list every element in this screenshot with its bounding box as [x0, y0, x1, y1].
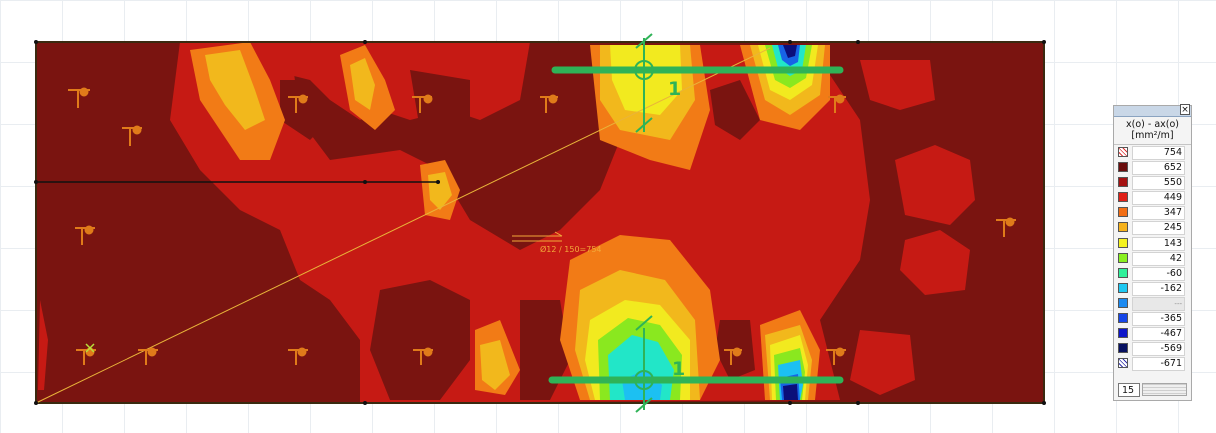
- column-icon: [68, 87, 90, 108]
- legend-value: -365: [1132, 312, 1185, 327]
- color-legend-panel[interactable]: × x(o) - ax(o) [mm²/m] 754 652 550 449 347 24…: [1113, 104, 1192, 401]
- legend-row: 143: [1114, 236, 1191, 251]
- legend-swatch: [1118, 147, 1128, 157]
- contour-zone-yellow-top: [610, 45, 682, 115]
- contour-zone-darkblue-bottom-right: [783, 384, 798, 400]
- contour-zone-gold-2: [350, 58, 375, 110]
- contour-hole-mid: [410, 70, 470, 160]
- rebar-annotation: Ø12 / 150=754: [540, 244, 602, 254]
- contour-hole-left: [280, 80, 330, 140]
- close-icon[interactable]: ×: [1180, 104, 1190, 115]
- column-icon: [828, 94, 846, 113]
- column-icon: [826, 347, 846, 365]
- legend-swatch: [1118, 328, 1128, 339]
- legend-swatch: [1118, 313, 1128, 324]
- column-icon: [413, 347, 433, 365]
- legend-titlebar[interactable]: ×: [1114, 104, 1191, 117]
- legend-swatch: [1118, 207, 1128, 218]
- section-label-bottom: 1: [672, 358, 685, 380]
- legend-swatch: [1118, 192, 1128, 203]
- legend-swatch: [1118, 267, 1128, 278]
- column-icon: [75, 225, 95, 245]
- legend-swatch: [1118, 177, 1128, 188]
- slab-nodes: [34, 40, 1046, 405]
- legend-row: -162: [1114, 281, 1191, 296]
- contour-hole-bottom-2: [520, 300, 570, 400]
- legend-value: ---: [1132, 296, 1185, 311]
- legend-value: 449: [1132, 191, 1185, 206]
- legend-value: 42: [1132, 251, 1185, 266]
- column-icon: [122, 125, 142, 146]
- legend-title-line1: x(o) - ax(o): [1126, 119, 1179, 130]
- legend-swatch: [1118, 343, 1128, 354]
- rebar-arrow-icon: [512, 231, 563, 242]
- contour-zone-red-6: [38, 300, 48, 390]
- section-label-top: 1: [668, 78, 681, 100]
- legend-row: 550: [1114, 175, 1191, 191]
- contour-zone-gold-7: [480, 340, 510, 390]
- contour-zone-gold-1: [205, 50, 265, 130]
- legend-row: -60: [1114, 266, 1191, 281]
- legend-steps-slider[interactable]: [1142, 383, 1187, 396]
- section-cut-bottom[interactable]: 1: [548, 315, 844, 413]
- legend-swatch: [1118, 297, 1128, 308]
- legend-row: ---: [1114, 296, 1191, 311]
- legend-value: 652: [1132, 161, 1185, 176]
- legend-value: 754: [1132, 146, 1185, 160]
- section-cut-top[interactable]: 1: [551, 33, 844, 133]
- column-icon: [412, 94, 433, 113]
- legend-row: -569: [1114, 341, 1191, 357]
- legend-title: x(o) - ax(o) [mm²/m]: [1114, 117, 1191, 145]
- legend-value: -467: [1132, 327, 1185, 342]
- legend-value: -569: [1132, 342, 1185, 357]
- legend-value: -162: [1132, 281, 1185, 296]
- column-icon: [288, 347, 308, 365]
- contour-zone-red-3: [860, 60, 935, 110]
- legend-row: 754: [1114, 145, 1191, 160]
- node-marker-icon[interactable]: [85, 343, 95, 353]
- slab-outline: [35, 41, 1045, 404]
- column-icon: [724, 347, 742, 365]
- column-icon: [138, 347, 158, 365]
- legend-row: -467: [1114, 326, 1191, 342]
- legend-swatch: [1118, 162, 1128, 173]
- legend-row: -365: [1114, 311, 1191, 327]
- legend-value: 143: [1132, 236, 1185, 251]
- legend-row: 245: [1114, 220, 1191, 236]
- section-diagonal: [35, 47, 771, 404]
- legend-row: -671: [1114, 356, 1191, 372]
- legend-swatch: [1118, 237, 1128, 248]
- legend-row: 42: [1114, 251, 1191, 266]
- legend-value: 550: [1132, 176, 1185, 191]
- column-icon: [288, 94, 308, 113]
- legend-value: -60: [1132, 266, 1185, 281]
- contour-hole-top-right: [710, 80, 760, 140]
- legend-swatch: [1118, 358, 1128, 369]
- legend-row: 347: [1114, 205, 1191, 221]
- legend-row: 652: [1114, 160, 1191, 176]
- legend-value: 245: [1132, 221, 1185, 236]
- contour-hole-bottom: [370, 280, 470, 400]
- legend-value: 347: [1132, 206, 1185, 221]
- contour-zone-red-8: [850, 330, 915, 395]
- legend-row: 449: [1114, 190, 1191, 206]
- legend-value: -671: [1132, 357, 1185, 372]
- legend-swatch: [1118, 252, 1128, 263]
- legend-swatch: [1118, 222, 1128, 233]
- contour-zone-red-5: [900, 230, 970, 295]
- contour-zone-darkblue-top-right: [783, 45, 797, 58]
- contour-zone-red-4: [895, 145, 975, 225]
- legend-swatch: [1118, 282, 1128, 293]
- column-icon: [540, 94, 558, 113]
- legend-steps-field[interactable]: 15: [1118, 383, 1140, 397]
- legend-title-line2: [mm²/m]: [1131, 130, 1174, 141]
- column-icon: [996, 217, 1016, 237]
- legend-rows: 754 652 550 449 347 245 143 42 -60 -162 --- -365 -46…: [1114, 145, 1191, 372]
